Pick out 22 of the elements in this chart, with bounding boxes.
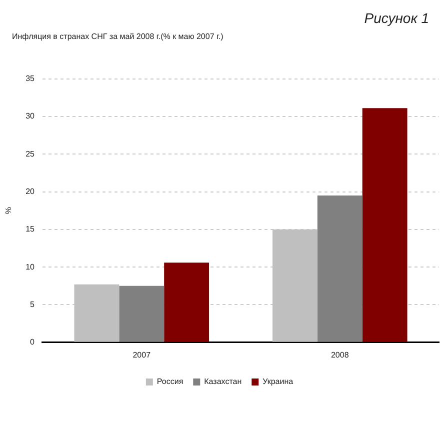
- legend-label: Россия: [156, 377, 184, 386]
- y-tick-label: 10: [26, 262, 36, 272]
- y-tick-label: 15: [26, 224, 36, 234]
- y-tick-label: 35: [26, 74, 36, 84]
- y-tick-label: 25: [26, 149, 36, 158]
- y-axis-title: %: [4, 207, 14, 214]
- legend-label: Казахстан: [204, 377, 242, 386]
- bar: [317, 196, 362, 342]
- text: Рисунок 1: [364, 10, 429, 26]
- y-tick-label: 20: [26, 186, 36, 196]
- bar: [362, 108, 408, 342]
- bar: [119, 286, 164, 342]
- y-tick-label: 0: [30, 338, 36, 347]
- x-tick-label: 2008: [330, 350, 350, 360]
- y-tick-label: 5: [30, 300, 36, 309]
- bar: [74, 284, 120, 342]
- bar: [272, 229, 318, 342]
- legend-label: Украина: [262, 377, 294, 386]
- chart-title: Инфляция в странах СНГ за май 2008 г.(% к маю 2007 г.): [12, 32, 224, 41]
- x-tick-label: 2007: [132, 350, 152, 360]
- bar: [164, 262, 210, 342]
- y-tick-label: 30: [26, 112, 36, 121]
